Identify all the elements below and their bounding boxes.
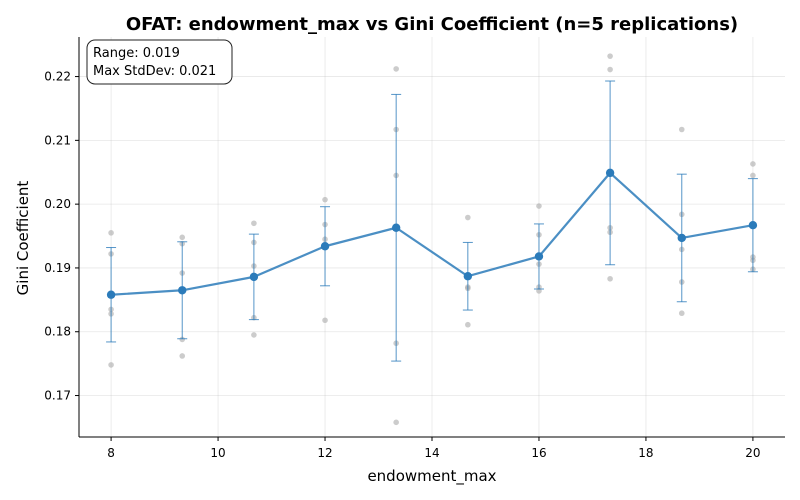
replicate-point (465, 214, 471, 221)
x-tick-label: 10 (210, 446, 225, 460)
y-axis-label: Gini Coefficient (14, 181, 32, 296)
replicate-point (108, 362, 114, 368)
mean-point (391, 223, 401, 232)
replicate-point (251, 332, 257, 338)
max-stddev-text: Max StdDev: 0.021 (93, 64, 216, 79)
mean-line-group (106, 168, 758, 299)
replicate-point (322, 317, 328, 324)
x-tick-label: 12 (317, 446, 332, 460)
replicate-point (179, 336, 186, 343)
y-tick-label: 0.17 (44, 389, 71, 403)
replicate-point (251, 220, 257, 227)
y-tick-label: 0.22 (44, 70, 71, 84)
replicate-point (536, 203, 542, 209)
replicate-point (607, 66, 613, 73)
y-tick-label: 0.19 (44, 261, 71, 275)
mean-point (249, 272, 259, 282)
mean-point (534, 252, 544, 261)
mean-point (748, 220, 758, 230)
replicate-point (750, 172, 756, 179)
mean-point (320, 242, 330, 251)
y-tick-label: 0.18 (44, 325, 71, 339)
mean-point (463, 272, 473, 281)
mean-line (111, 171, 754, 296)
mean-point (178, 286, 187, 295)
x-tick-label: 16 (531, 446, 546, 460)
axes: 8 10 12 14 16 18 20 0.17 0.18 0.19 0.20 0.21 0.22 (44, 37, 785, 460)
replicate-point (750, 161, 756, 167)
x-tick-label: 20 (745, 446, 760, 460)
replicate-point (607, 275, 613, 282)
replicate-point (179, 353, 186, 359)
x-tick-label: 8 (107, 446, 115, 460)
mean-point (677, 233, 686, 243)
replicate-point (678, 310, 685, 317)
range-text: Range: 0.019 (93, 46, 180, 61)
stats-box-frame (86, 39, 233, 85)
x-axis-label: endowment_max (367, 467, 496, 486)
replicate-point (607, 53, 613, 59)
mean-point (605, 168, 615, 178)
chart-title: OFAT: endowment_max vs Gini Coefficient … (126, 14, 738, 35)
replicate-point (108, 230, 114, 236)
replicate-point (322, 196, 328, 203)
x-tick-label: 18 (638, 446, 653, 460)
replicate-point (393, 66, 399, 72)
mean-point (106, 290, 116, 299)
replicate-point (536, 288, 542, 294)
replicate-point (465, 321, 471, 328)
y-tick-label: 0.21 (44, 133, 71, 147)
x-tick-label: 14 (424, 446, 439, 460)
replicate-point (393, 419, 399, 426)
stats-annotation-box: Range: 0.019 Max StdDev: 0.021 (86, 39, 233, 85)
replicate-point (678, 126, 685, 133)
y-tick-label: 0.20 (44, 197, 71, 211)
replicate-point (179, 234, 186, 241)
